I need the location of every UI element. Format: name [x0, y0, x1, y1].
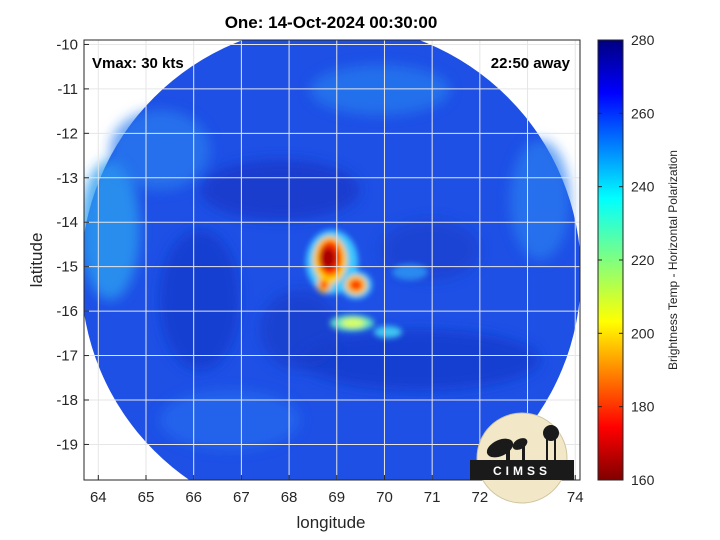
- colorbar-tick-label: 220: [631, 252, 655, 268]
- y-tick-label: -16: [56, 303, 78, 320]
- y-tick-label: -11: [57, 81, 78, 98]
- y-tick-label: -18: [56, 392, 78, 409]
- x-tick-label: 70: [376, 489, 393, 506]
- x-tick-label: 69: [328, 489, 345, 506]
- colorbar-tick-label: 200: [631, 325, 655, 341]
- y-axis-label: latitude: [27, 233, 46, 288]
- y-tick-label: -15: [56, 259, 78, 276]
- y-tick-label: -13: [56, 170, 78, 187]
- x-tick-label: 68: [281, 489, 298, 506]
- plot-frame: [83, 39, 581, 481]
- x-tick-label: 67: [233, 489, 250, 506]
- colorbar-tick-label: 240: [631, 179, 655, 195]
- vmax-label: Vmax: 30 kts: [92, 55, 184, 72]
- y-tick-label: -12: [56, 125, 78, 142]
- colorbar-tick-label: 260: [631, 105, 655, 121]
- colorbar: [597, 39, 624, 481]
- y-tick-label: -17: [56, 348, 78, 365]
- x-tick-label: 71: [424, 489, 441, 506]
- x-axis-label: longitude: [296, 513, 365, 532]
- x-tick-label: 72: [472, 489, 489, 506]
- x-tick-label: 74: [567, 489, 584, 506]
- cimss-logo: CIMSS: [470, 412, 574, 504]
- y-axis-ticks: -10 -11 -12 -13 -14 -15 -16 -17 -18 -19: [56, 36, 89, 453]
- rainband: [330, 264, 428, 338]
- time-away-label: 22:50 away: [491, 55, 571, 72]
- colorbar-label: Brightness Temp - Horizontal Polarizatio…: [666, 150, 680, 370]
- colorbar-tick-label: 280: [631, 32, 655, 48]
- colorbar-tick-label: 180: [631, 399, 655, 415]
- y-tick-label: -10: [56, 36, 78, 53]
- y-tick-label: -19: [56, 436, 78, 453]
- map-title: One: 14-Oct-2024 00:30:00: [225, 13, 438, 32]
- x-tick-label: 64: [90, 489, 107, 506]
- colorbar-tick-label: 160: [631, 472, 655, 488]
- logo-text: CIMSS: [493, 464, 551, 478]
- gridlines: [84, 40, 580, 480]
- x-tick-label: 66: [185, 489, 202, 506]
- colorbar-ticks: 280 260 240 220 200 180 160: [598, 32, 655, 488]
- y-tick-label: -14: [56, 214, 78, 231]
- x-tick-label: 65: [138, 489, 155, 506]
